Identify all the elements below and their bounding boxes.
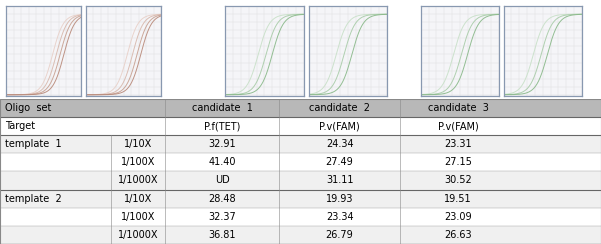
Text: 32.37: 32.37 [209, 212, 236, 222]
Bar [0, 171, 601, 190]
Text: UD: UD [215, 175, 230, 185]
Text: 23.31: 23.31 [444, 139, 472, 149]
Bar [0, 190, 601, 208]
Text: candidate  3: candidate 3 [427, 103, 489, 113]
Bar [0, 99, 601, 117]
Text: candidate  2: candidate 2 [309, 103, 370, 113]
Text: 1/100X: 1/100X [121, 212, 156, 222]
Text: 36.81: 36.81 [209, 230, 236, 240]
Bar [0, 226, 601, 244]
Bar [0, 208, 601, 226]
Text: 1/10X: 1/10X [124, 194, 153, 204]
Text: 41.40: 41.40 [209, 157, 236, 167]
Text: 31.11: 31.11 [326, 175, 353, 185]
Text: 23.34: 23.34 [326, 212, 353, 222]
Text: P.f(TET): P.f(TET) [204, 121, 240, 131]
Text: Oligo  set: Oligo set [5, 103, 51, 113]
Text: 30.52: 30.52 [444, 175, 472, 185]
Text: template  2: template 2 [5, 194, 61, 204]
Text: 1/10X: 1/10X [124, 139, 153, 149]
Text: 19.93: 19.93 [326, 194, 353, 204]
Text: 26.79: 26.79 [326, 230, 353, 240]
Text: P.v(FAM): P.v(FAM) [438, 121, 478, 131]
Text: candidate  1: candidate 1 [192, 103, 253, 113]
Text: 28.48: 28.48 [209, 194, 236, 204]
Text: 1/100X: 1/100X [121, 157, 156, 167]
Text: 19.51: 19.51 [444, 194, 472, 204]
Text: template  1: template 1 [5, 139, 61, 149]
Text: Target: Target [5, 121, 35, 131]
Text: 27.15: 27.15 [444, 157, 472, 167]
Text: 23.09: 23.09 [444, 212, 472, 222]
Bar [0, 153, 601, 171]
Text: 1/1000X: 1/1000X [118, 230, 159, 240]
Text: 26.63: 26.63 [444, 230, 472, 240]
Text: 27.49: 27.49 [326, 157, 353, 167]
Text: 32.91: 32.91 [209, 139, 236, 149]
Text: 1/1000X: 1/1000X [118, 175, 159, 185]
Bar [0, 135, 601, 153]
Text: P.v(FAM): P.v(FAM) [319, 121, 360, 131]
Text: 24.34: 24.34 [326, 139, 353, 149]
Bar [0, 117, 601, 135]
